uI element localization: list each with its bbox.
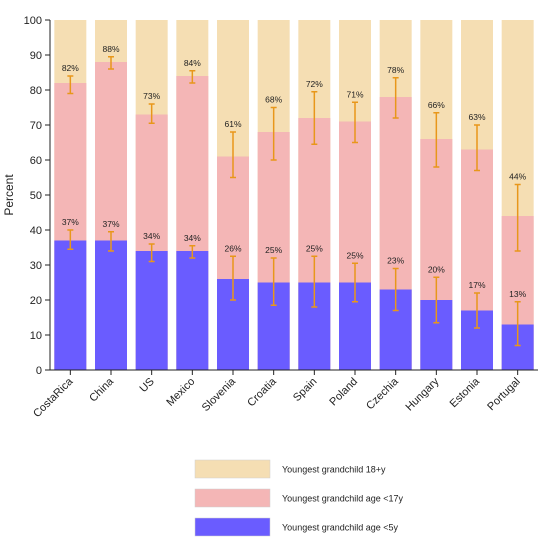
error-bar: [148, 243, 155, 263]
error-bar: [108, 231, 114, 252]
legend-swatch: [194, 488, 271, 508]
legend-swatch: [194, 517, 271, 537]
error-bar: [514, 183, 521, 252]
data-label: 13%: [509, 289, 526, 299]
error-bar: [189, 245, 196, 259]
bars-layer: [54, 20, 534, 370]
y-tick-label: 80: [30, 85, 42, 97]
x-tick-label: Portugal: [485, 376, 522, 413]
y-tick-label: 30: [30, 260, 42, 272]
error-bar: [352, 262, 358, 303]
data-label: 26%: [224, 243, 241, 253]
x-tick-label: Slovenia: [200, 375, 239, 414]
bar-mexico-series-2: [176, 251, 209, 370]
legend-item: Youngest grandchild age <17y: [194, 488, 404, 508]
error-bar: [230, 255, 236, 301]
data-label: 25%: [346, 250, 363, 260]
data-label: 34%: [143, 231, 160, 241]
legend-label: Youngest grandchild age <5y: [282, 523, 399, 533]
x-tick-label: US: [137, 376, 156, 395]
data-label: 37%: [62, 217, 79, 227]
y-tick-label: 50: [30, 190, 42, 202]
x-tick-label: Hungary: [404, 375, 442, 413]
legend-label: Youngest grandchild 18+y: [282, 465, 386, 475]
legend-label: Youngest grandchild age <17y: [282, 494, 404, 504]
error-bar: [474, 124, 480, 172]
error-bar: [270, 106, 277, 161]
data-label: 71%: [346, 89, 363, 99]
data-label: 82%: [62, 63, 79, 73]
data-label: 61%: [224, 119, 241, 129]
data-label: 73%: [143, 91, 160, 101]
error-bar: [311, 255, 318, 308]
y-tick-label: 20: [30, 295, 42, 307]
data-label: 37%: [102, 219, 119, 229]
legend: Youngest grandchild 18+y Youngest grandch…: [194, 459, 404, 537]
error-bar: [433, 112, 440, 168]
error-bar: [392, 267, 399, 312]
bar-costarica-series-2: [54, 240, 87, 370]
error-bar: [474, 292, 480, 329]
x-tick-label: Mexico: [164, 376, 197, 409]
y-tick-label: 40: [30, 225, 42, 237]
error-bar: [108, 56, 114, 70]
y-tick-label: 100: [24, 15, 42, 27]
legend-swatch: [194, 459, 271, 479]
bar-us-series-2: [135, 251, 168, 370]
error-bar: [189, 70, 196, 84]
data-label: 20%: [428, 264, 445, 274]
data-label: 34%: [184, 233, 201, 243]
data-label: 44%: [509, 172, 526, 182]
data-label: 23%: [387, 256, 404, 266]
error-bar: [352, 101, 358, 144]
x-tick-label: Spain: [291, 376, 319, 404]
data-label: 25%: [265, 245, 282, 255]
legend-item: Youngest grandchild age <5y: [194, 517, 399, 537]
legend-item: Youngest grandchild 18+y: [194, 459, 386, 479]
y-axis-title: Percent: [2, 174, 16, 216]
error-bar: [67, 229, 74, 250]
y-tick-label: 10: [30, 330, 42, 342]
x-tick-label: CostaRica: [31, 375, 76, 420]
data-label: 63%: [468, 112, 485, 122]
x-tick-label: Poland: [327, 376, 360, 409]
data-label: 72%: [306, 79, 323, 89]
data-label: 88%: [102, 44, 119, 54]
data-label: 66%: [428, 100, 445, 110]
y-tick-label: 70: [30, 120, 42, 132]
error-bar: [67, 75, 74, 95]
error-bar: [392, 77, 399, 119]
error-bar: [311, 91, 318, 145]
x-tick-label: Czechia: [364, 375, 401, 412]
data-label: 68%: [265, 95, 282, 105]
error-bar: [148, 103, 155, 124]
bar-china-series-2: [95, 240, 127, 370]
data-label: 78%: [387, 65, 404, 75]
y-tick-label: 60: [30, 155, 42, 167]
x-tick-label: China: [87, 375, 116, 404]
data-label: 17%: [468, 280, 485, 290]
error-bars-layer: [67, 56, 521, 347]
error-bar: [270, 257, 277, 306]
x-tick-label: Croatia: [245, 375, 279, 409]
x-tick-label: Estonia: [448, 375, 483, 410]
data-labels-layer: 82% 88% 73% 84% 61% 68% 72% 71% 78% 66% 63% 44% 37% 3…: [62, 44, 527, 299]
error-bar: [230, 131, 236, 179]
y-tick-label: 90: [30, 50, 42, 62]
error-bar: [433, 276, 440, 324]
data-label: 25%: [306, 243, 323, 253]
error-bar: [514, 301, 521, 347]
y-tick-label: 0: [36, 365, 42, 377]
data-label: 84%: [184, 58, 201, 68]
